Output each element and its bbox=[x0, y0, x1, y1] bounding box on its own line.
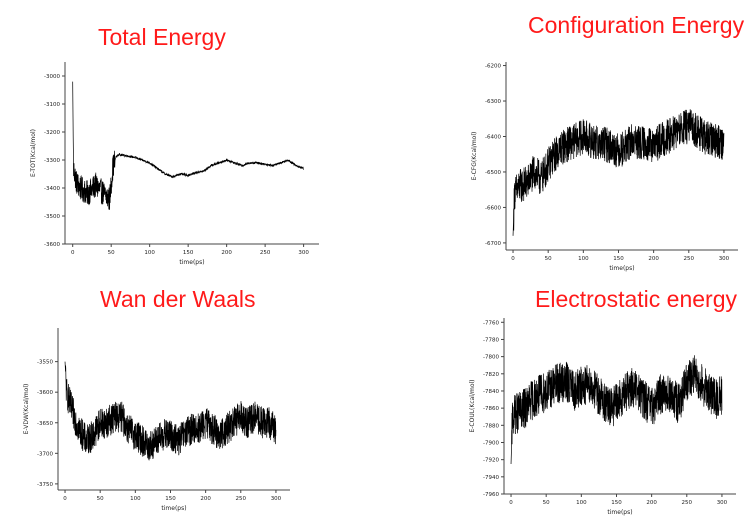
wan-der-waals-chart: -3750 -3700 -3650 -3600 -3550 0 50 100 150 200 250… bbox=[23, 328, 290, 512]
y-tick-label: -3500 bbox=[44, 214, 60, 220]
y-tick-label: -7820 bbox=[483, 372, 499, 378]
y-axis-label: E-COUL(Kcal/mol) bbox=[469, 379, 476, 432]
x-tick-label: 0 bbox=[511, 256, 515, 262]
x-tick-label: 100 bbox=[578, 256, 589, 262]
y-tick-label: -3650 bbox=[37, 421, 53, 427]
x-tick-label: 150 bbox=[183, 250, 194, 256]
x-tick-label: 300 bbox=[271, 496, 282, 502]
y-axis-label: E-CFG(Kcal/mol) bbox=[471, 132, 478, 181]
y-tick-label: -3000 bbox=[44, 74, 60, 80]
x-tick-label: 150 bbox=[165, 496, 176, 502]
chart-title-total-energy: Total Energy bbox=[98, 24, 226, 50]
y-tick-label: -3100 bbox=[44, 102, 60, 108]
x-tick-label: 50 bbox=[108, 250, 115, 256]
y-tick-label: -7840 bbox=[483, 389, 499, 395]
x-tick-label: 100 bbox=[130, 496, 141, 502]
y-tick-label: -7880 bbox=[483, 423, 499, 429]
series-line bbox=[512, 109, 725, 236]
series-line bbox=[510, 355, 723, 464]
x-tick-label: 250 bbox=[684, 256, 695, 262]
x-tick-label: 100 bbox=[576, 500, 587, 506]
y-axis-label: E-TOT(Kcal/mol) bbox=[30, 129, 37, 177]
x-axis-label: time(ps) bbox=[179, 259, 204, 266]
y-tick-label: -3600 bbox=[37, 390, 53, 396]
y-tick-label: -3400 bbox=[44, 186, 60, 192]
chart-title-electrostatic-energy: Electrostatic energy bbox=[535, 286, 737, 312]
x-axis-label: time(ps) bbox=[161, 505, 186, 512]
y-tick-label: -3550 bbox=[37, 360, 53, 366]
y-tick-label: -6400 bbox=[485, 134, 501, 140]
chart-title-configuration-energy: Configuration Energy bbox=[528, 12, 745, 38]
x-tick-label: 100 bbox=[144, 250, 155, 256]
y-tick-label: -7760 bbox=[483, 320, 499, 326]
y-tick-label: -6700 bbox=[485, 241, 501, 247]
x-tick-label: 0 bbox=[509, 500, 513, 506]
y-tick-label: -7860 bbox=[483, 406, 499, 412]
y-tick-label: -7780 bbox=[483, 337, 499, 343]
x-axis-label: time(ps) bbox=[607, 509, 632, 516]
y-tick-label: -3700 bbox=[37, 451, 53, 457]
series-line bbox=[72, 81, 304, 210]
y-tick-label: -3600 bbox=[44, 242, 60, 248]
x-tick-label: 200 bbox=[221, 250, 232, 256]
y-tick-label: -7940 bbox=[483, 475, 499, 481]
configuration-energy-chart: -6700 -6600 -6500 -6400 -6300 -6200 0 50 100 150 2… bbox=[471, 62, 738, 272]
y-tick-label: -3300 bbox=[44, 158, 60, 164]
x-tick-label: 250 bbox=[236, 496, 247, 502]
x-tick-label: 200 bbox=[200, 496, 211, 502]
x-tick-label: 50 bbox=[545, 256, 552, 262]
y-tick-label: -7920 bbox=[483, 458, 499, 464]
chart-title-wan-der-waals: Wan der Waals bbox=[100, 286, 256, 312]
electrostatic-energy-chart: -7960 -7940 -7920 -7900 -7880 -7860 -7840 -7820… bbox=[469, 318, 736, 516]
x-tick-label: 50 bbox=[543, 500, 550, 506]
y-tick-label: -3750 bbox=[37, 482, 53, 488]
total-energy-chart: -3600 -3500 -3400 -3300 -3200 -3100 -3000 0 50 10… bbox=[30, 62, 319, 266]
x-tick-label: 0 bbox=[63, 496, 67, 502]
y-tick-label: -7900 bbox=[483, 440, 499, 446]
x-tick-label: 200 bbox=[648, 256, 659, 262]
x-tick-label: 150 bbox=[611, 500, 622, 506]
y-tick-label: -6600 bbox=[485, 205, 501, 211]
y-tick-label: -6300 bbox=[485, 99, 501, 105]
x-tick-label: 300 bbox=[719, 256, 730, 262]
x-tick-label: 250 bbox=[260, 250, 271, 256]
y-tick-label: -6500 bbox=[485, 170, 501, 176]
x-tick-label: 300 bbox=[717, 500, 728, 506]
y-tick-label: -7800 bbox=[483, 355, 499, 361]
x-tick-label: 300 bbox=[298, 250, 309, 256]
y-tick-label: -3200 bbox=[44, 130, 60, 136]
x-tick-label: 150 bbox=[613, 256, 624, 262]
x-tick-label: 200 bbox=[646, 500, 657, 506]
y-tick-label: -6200 bbox=[485, 64, 501, 70]
y-tick-label: -7960 bbox=[483, 492, 499, 498]
x-tick-label: 50 bbox=[97, 496, 104, 502]
x-tick-label: 250 bbox=[682, 500, 693, 506]
y-axis-label: E-VDW(Kcal/mol) bbox=[23, 384, 30, 435]
x-tick-label: 0 bbox=[71, 250, 75, 256]
x-axis-label: time(ps) bbox=[609, 265, 634, 272]
series-line bbox=[64, 361, 277, 461]
